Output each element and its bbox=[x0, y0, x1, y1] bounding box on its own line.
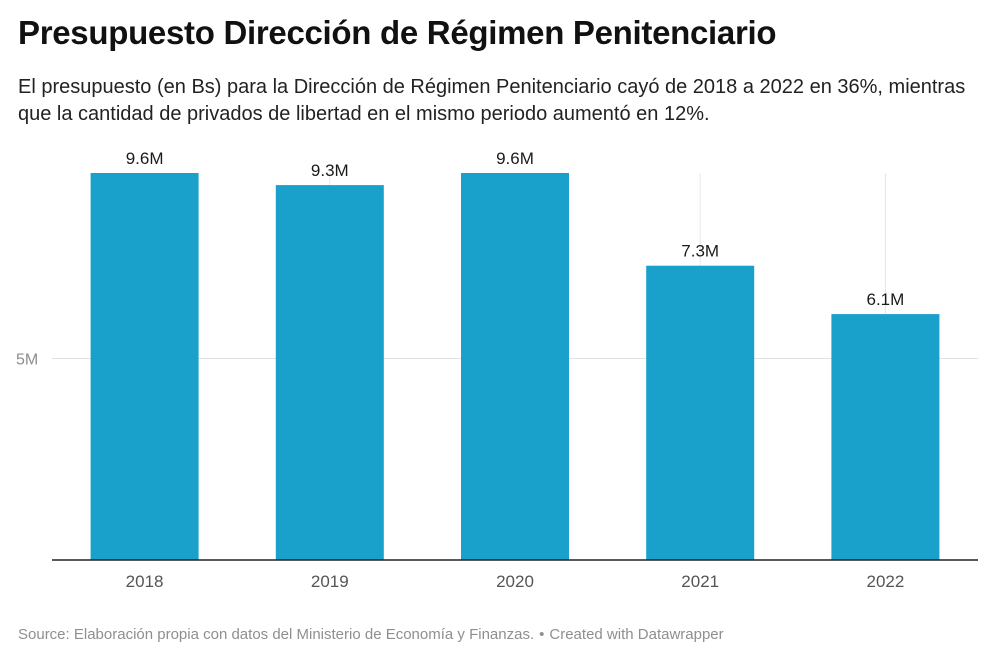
chart-title: Presupuesto Dirección de Régimen Peniten… bbox=[18, 14, 777, 51]
datawrapper-credit[interactable]: Created with Datawrapper bbox=[549, 626, 724, 643]
source-note: Source: Elaboración propia con datos del… bbox=[18, 626, 535, 643]
bar-value-label: 7.3M bbox=[681, 242, 719, 261]
bar-value-label: 9.6M bbox=[126, 149, 164, 168]
x-tick-label: 2020 bbox=[496, 572, 534, 591]
x-tick-label: 2022 bbox=[866, 572, 904, 591]
bar-value-label: 9.6M bbox=[496, 149, 534, 168]
bar-value-label: 6.1M bbox=[867, 290, 905, 309]
bar bbox=[831, 314, 940, 560]
bar bbox=[275, 185, 384, 560]
x-tick-label: 2019 bbox=[311, 572, 349, 591]
bar bbox=[646, 265, 755, 560]
y-tick-label: 5M bbox=[16, 351, 38, 368]
chart-footer: Source: Elaboración propia con datos del… bbox=[18, 626, 724, 643]
bar bbox=[90, 173, 199, 560]
bar bbox=[461, 173, 569, 560]
chart-subtitle: El presupuesto (en Bs) para la Dirección… bbox=[18, 76, 966, 125]
bar-value-label: 9.3M bbox=[311, 161, 349, 180]
x-tick-label: 2018 bbox=[126, 572, 164, 591]
footer-separator: • bbox=[539, 626, 545, 643]
x-tick-label: 2021 bbox=[681, 572, 719, 591]
